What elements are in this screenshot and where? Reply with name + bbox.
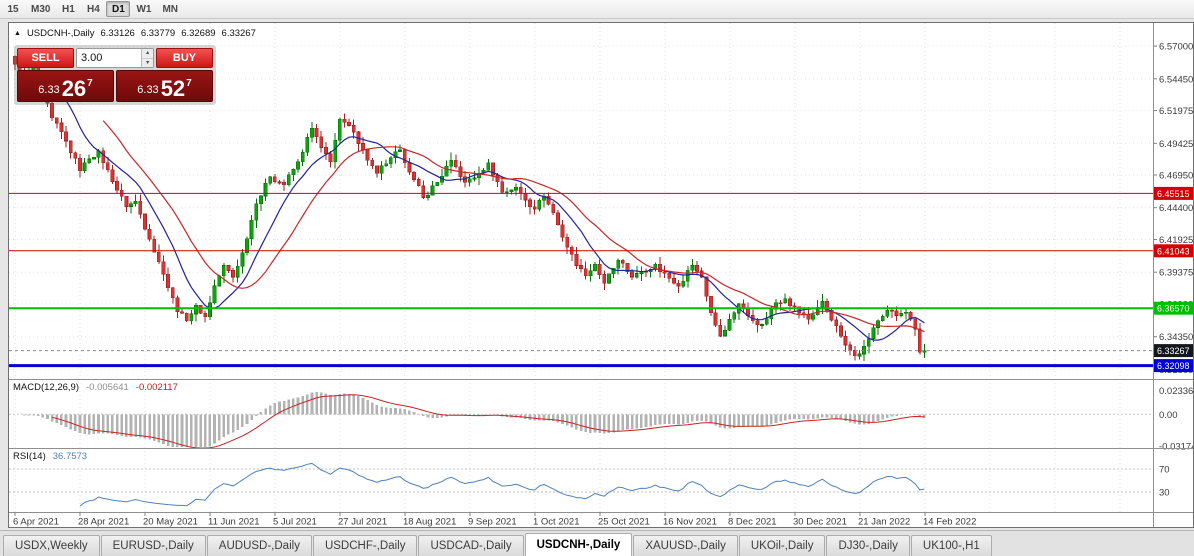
sell-price-display[interactable]: 6.33 26 7 [17,70,114,102]
timeframe-button-mn[interactable]: MN [157,1,183,17]
lot-increase-button[interactable]: ▴ [142,49,153,59]
price-chart[interactable]: 6.57000 6.54450 6.51975 6.49425 6.46950 6.444… [9,23,1193,527]
sell-pipette: 7 [87,78,93,89]
svg-text:16 Nov 2021: 16 Nov 2021 [663,517,717,528]
chart-tab[interactable]: USDCAD-,Daily [418,535,524,556]
svg-text:6.34350: 6.34350 [1159,332,1193,343]
svg-text:70: 70 [1159,465,1170,476]
chart-tab[interactable]: DJ30-,Daily [826,535,910,556]
chart-tab[interactable]: UK100-,H1 [910,535,992,556]
svg-text:18 Aug 2021: 18 Aug 2021 [403,517,456,528]
chart-tab[interactable]: USDCHF-,Daily [312,535,418,556]
timeframe-button-h1[interactable]: H1 [56,1,80,17]
svg-text:9 Sep 2021: 9 Sep 2021 [468,517,517,528]
chart-tab[interactable]: EURUSD-,Daily [100,535,206,556]
timeframe-button-m30[interactable]: M30 [26,1,55,17]
svg-text:6.36570: 6.36570 [1157,304,1190,314]
svg-text:28 Apr 2021: 28 Apr 2021 [78,517,129,528]
chart-tab-bar: USDX,Weekly EURUSD-,Daily AUDUSD-,Daily USD… [0,530,1194,556]
buy-pipette: 7 [186,78,192,89]
svg-text:6.41043: 6.41043 [1157,246,1190,256]
sell-pips: 26 [61,76,87,101]
svg-text:21 Jan 2022: 21 Jan 2022 [858,517,910,528]
svg-text:6.45515: 6.45515 [1157,189,1190,199]
svg-text:0.00: 0.00 [1159,410,1178,421]
svg-text:6.41925: 6.41925 [1159,235,1193,246]
chart-window: 6.57000 6.54450 6.51975 6.49425 6.46950 6.444… [8,22,1194,528]
svg-text:6.33267: 6.33267 [1157,346,1190,356]
svg-text:6.44400: 6.44400 [1159,203,1193,214]
chart-tab-active[interactable]: USDCNH-,Daily [524,533,633,556]
timeframe-button-w1[interactable]: W1 [131,1,156,17]
sell-big-figure: 6.33 [38,84,60,96]
svg-text:20 May 2021: 20 May 2021 [143,517,198,528]
svg-text:6.46950: 6.46950 [1159,171,1193,182]
svg-text:8 Dec 2021: 8 Dec 2021 [728,517,777,528]
svg-text:27 Jul 2021: 27 Jul 2021 [338,517,387,528]
chart-tab[interactable]: USDX,Weekly [3,535,100,556]
svg-text:6.32098: 6.32098 [1157,361,1190,371]
svg-text:6.54450: 6.54450 [1159,74,1193,85]
svg-text:6.39375: 6.39375 [1159,268,1193,279]
chart-tab[interactable]: XAUUSD-,Daily [633,535,738,556]
lot-size-input[interactable] [77,49,142,67]
sell-button[interactable]: SELL [17,48,74,68]
svg-text:25 Oct 2021: 25 Oct 2021 [598,517,650,528]
buy-price-display[interactable]: 6.33 52 7 [116,70,213,102]
chart-tab[interactable]: UKOil-,Daily [738,535,826,556]
svg-text:5 Jul 2021: 5 Jul 2021 [273,517,317,528]
svg-text:6.51975: 6.51975 [1159,106,1193,117]
svg-text:30: 30 [1159,487,1170,498]
timeframe-toolbar: 15 M30 H1 H4 D1 W1 MN [0,0,1194,19]
timeframe-button-15[interactable]: 15 [1,1,25,17]
svg-text:6.49425: 6.49425 [1159,139,1193,150]
timeframe-button-h4[interactable]: H4 [81,1,105,17]
svg-text:6 Apr 2021: 6 Apr 2021 [13,517,59,528]
svg-text:-0.031740: -0.031740 [1159,442,1193,453]
timeframe-button-d1[interactable]: D1 [106,1,131,17]
svg-text:11 Jun 2021: 11 Jun 2021 [208,517,260,528]
buy-button[interactable]: BUY [156,48,213,68]
buy-pips: 52 [160,76,186,101]
svg-text:1 Oct 2021: 1 Oct 2021 [533,517,579,528]
lot-decrease-button[interactable]: ▾ [142,58,153,67]
buy-big-figure: 6.33 [137,84,159,96]
svg-text:0.023365: 0.023365 [1159,386,1193,397]
lot-size-control: ▴ ▾ [76,48,154,68]
svg-text:6.57000: 6.57000 [1159,42,1193,53]
collapse-panel-icon[interactable]: ▲ [14,30,21,37]
lot-size-spinner: ▴ ▾ [141,49,153,67]
svg-text:30 Dec 2021: 30 Dec 2021 [793,517,847,528]
chart-tab[interactable]: AUDUSD-,Daily [206,535,312,556]
svg-text:14 Feb 2022: 14 Feb 2022 [923,517,976,528]
